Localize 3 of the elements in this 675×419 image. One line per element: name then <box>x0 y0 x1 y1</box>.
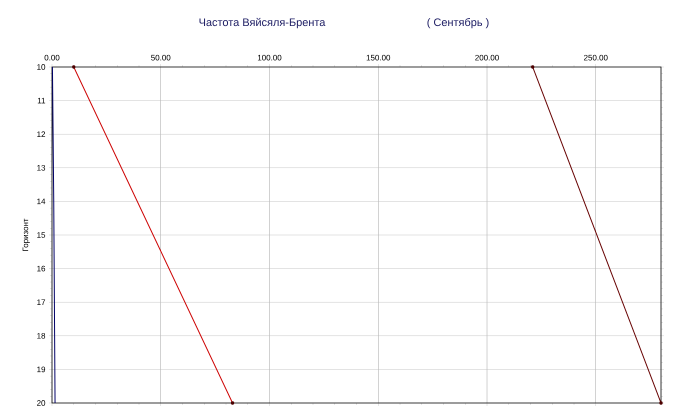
chart-subtitle: ( Сентябрь ) <box>427 18 489 28</box>
line-series <box>52 67 56 404</box>
chart-title: Частота Вяйсяля-Брента <box>200 18 326 28</box>
